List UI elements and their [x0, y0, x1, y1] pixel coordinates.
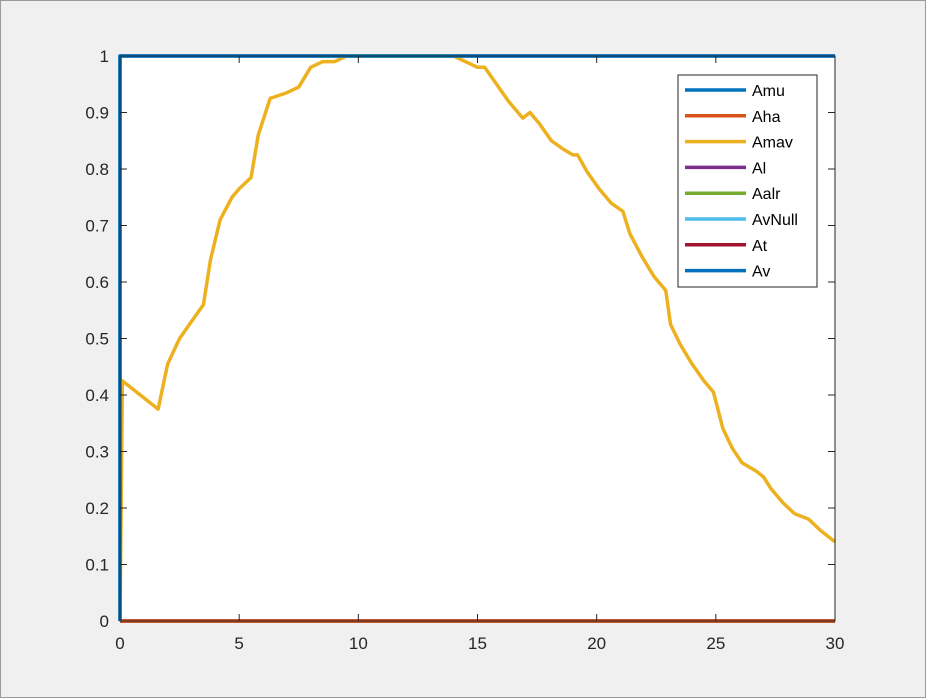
series-line-amav	[118, 54, 837, 622]
legend-label-at: At	[752, 238, 768, 255]
legend-label-aalr: Aalr	[752, 186, 781, 203]
legend-label-av: Av	[752, 264, 770, 281]
legend[interactable]: Amu Aha Amav Al Aalr AvNull At Av	[677, 74, 818, 288]
x-tick-label: 0	[115, 634, 124, 653]
legend-box	[677, 74, 818, 288]
y-tick-label: 1	[100, 47, 109, 66]
legend-label-amu: Amu	[752, 83, 785, 100]
legend-label-aha: Aha	[752, 109, 781, 126]
y-tick-label: 0.2	[85, 499, 109, 518]
y-tick-label: 0.4	[85, 386, 109, 405]
x-tick-label: 15	[468, 634, 487, 653]
legend-label-avnull: AvNull	[752, 212, 798, 229]
y-tick-label: 0.1	[85, 556, 109, 575]
x-tick-label: 30	[826, 634, 845, 653]
x-tick-label: 20	[587, 634, 606, 653]
y-tick-label: 0.7	[85, 217, 109, 236]
x-tick-label: 10	[349, 634, 368, 653]
y-tick-label: 0	[100, 612, 109, 631]
y-tick-label: 0.3	[85, 443, 109, 462]
y-tick-label: 0.5	[85, 330, 109, 349]
y-tick-label: 0.9	[85, 104, 109, 123]
x-tick-label: 5	[234, 634, 243, 653]
x-tick-label: 25	[706, 634, 725, 653]
y-tick-label: 0.8	[85, 160, 109, 179]
axis-layer: 0 5 10 15 20 25 30 0 0.1 0.2 0.3 0.4 0.5 0.6 0.7 0.8 0.9…	[85, 47, 844, 653]
legend-label-amav: Amav	[752, 135, 793, 152]
legend-label-al: Al	[752, 160, 766, 177]
y-tick-label: 0.6	[85, 273, 109, 292]
